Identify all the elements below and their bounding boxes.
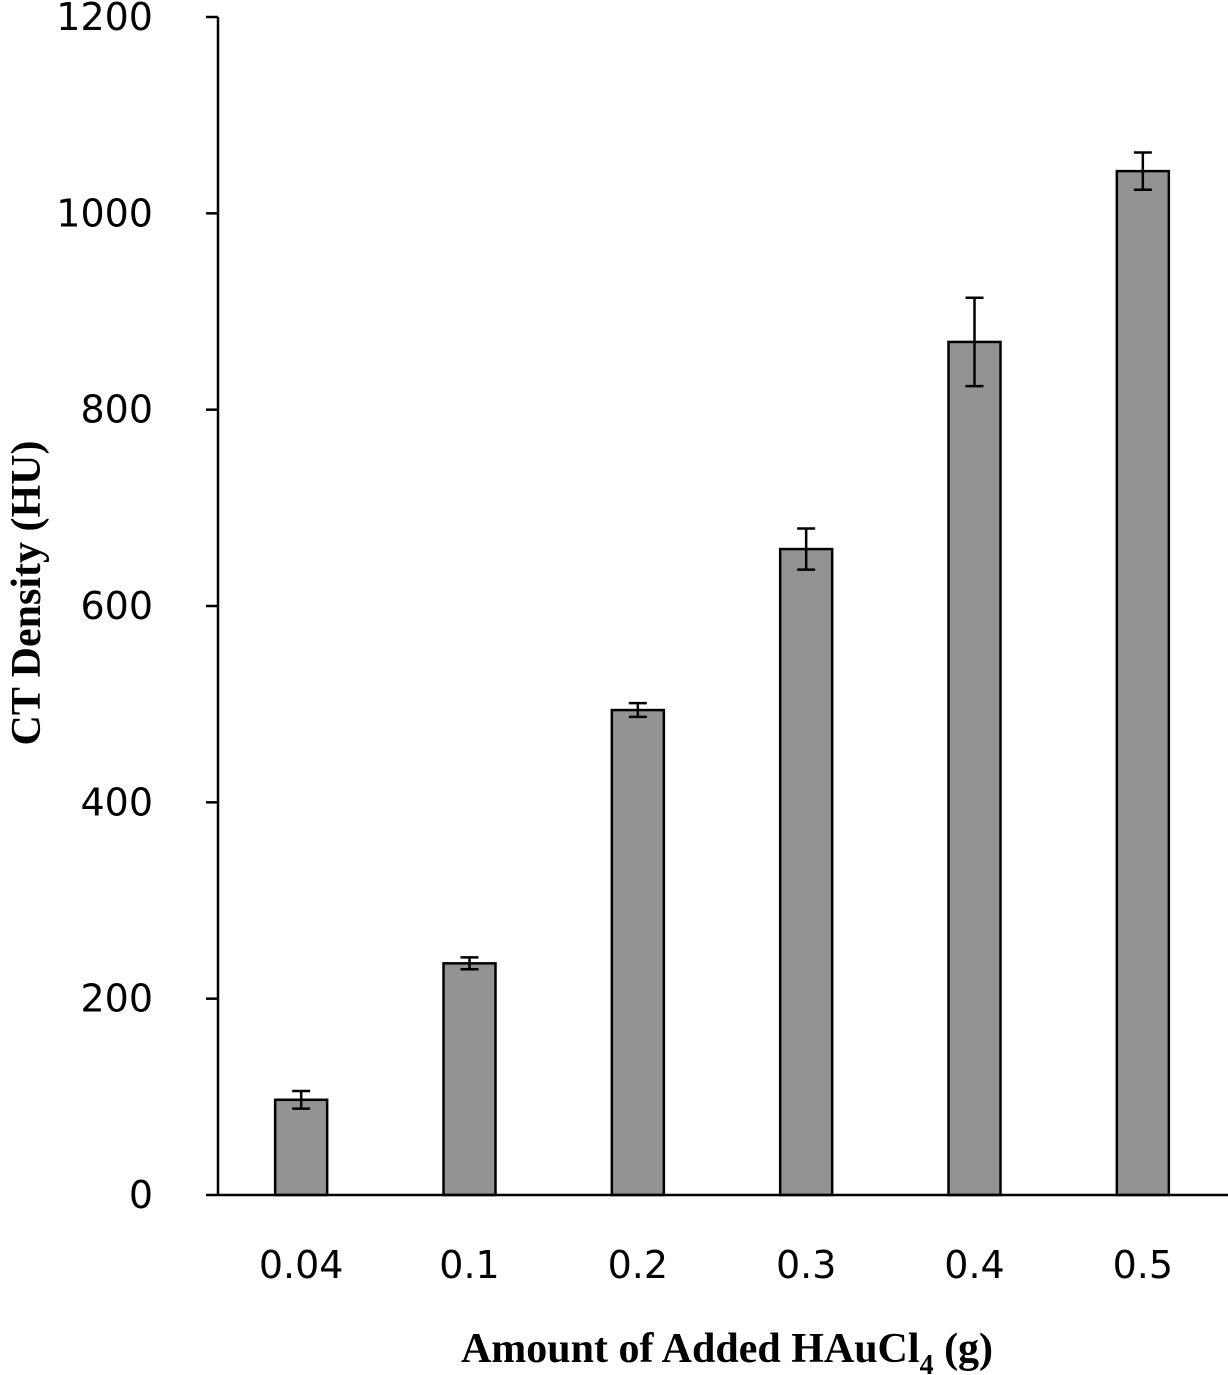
x-tick-label: 0.2 [608, 1243, 668, 1287]
x-tick-label: 0.04 [259, 1243, 344, 1287]
x-tick-label: 0.4 [944, 1243, 1004, 1287]
error-bar-0.3 [797, 527, 816, 571]
x-tick-label: 0.5 [1113, 1243, 1173, 1287]
error-bar-0.04 [292, 1089, 311, 1110]
x-axis-label-suffix: (g) [934, 1326, 993, 1372]
y-tick-label: 0 [129, 1173, 153, 1217]
error-bar-0.4 [965, 296, 984, 388]
y-tick-label: 200 [80, 977, 153, 1021]
bar-0.5 [1115, 169, 1171, 1197]
bar-0.1 [442, 962, 497, 1197]
y-tick-label: 1000 [56, 191, 153, 235]
y-tick-label: 400 [80, 780, 153, 824]
x-axis-label-subscript: 4 [920, 1350, 934, 1375]
x-tick-label: 0.3 [776, 1243, 836, 1287]
bar-0.2 [610, 708, 666, 1197]
x-axis-label-main: Amount of Added HAuCl [461, 1326, 920, 1372]
error-bar-0.5 [1133, 151, 1152, 192]
y-tick-label: 600 [80, 584, 153, 628]
bar-0.4 [947, 340, 1002, 1197]
bars [273, 151, 1171, 1197]
bar-0.3 [778, 547, 834, 1197]
y-axis-ticks: 0 200 400 600 800 1000 1200 [56, 0, 218, 1217]
y-tick-label: 1200 [56, 0, 153, 39]
error-bar-0.1 [460, 956, 479, 971]
error-bar-0.2 [628, 701, 647, 719]
x-axis-label: Amount of Added HAuCl4 (g) [461, 1326, 993, 1375]
x-axis-ticks: 0.04 0.1 0.2 0.3 0.4 0.5 [259, 1243, 1173, 1287]
x-tick-label: 0.1 [439, 1243, 499, 1287]
bar-0.04 [273, 1098, 329, 1197]
y-axis-label: CT Density (HU) [4, 441, 50, 746]
y-tick-label: 800 [80, 388, 153, 432]
